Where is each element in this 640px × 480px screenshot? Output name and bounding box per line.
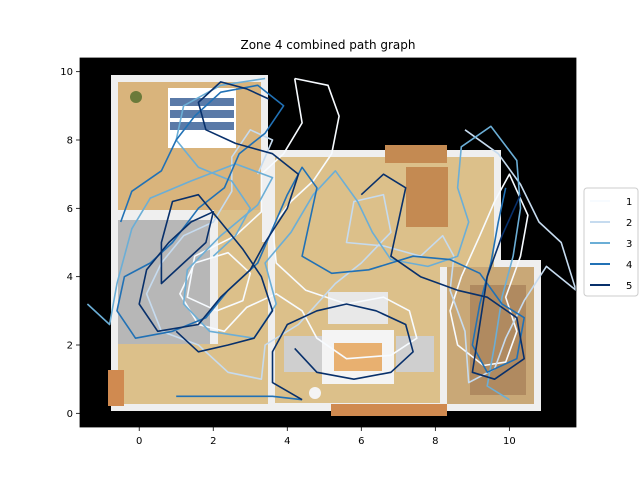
legend-box (583, 187, 639, 297)
y-tick-label: 10 (60, 67, 73, 78)
plot-frame (79, 57, 577, 428)
series-line-4-5 (116, 84, 526, 374)
x-tick-label: 0 (136, 436, 142, 447)
plot-area (80, 58, 577, 427)
x-tick-label: 8 (432, 436, 438, 447)
legend-label-4: 4 (626, 260, 632, 271)
series-line-5-9 (360, 173, 526, 381)
legend-label-5: 5 (626, 281, 632, 292)
legend-label-3: 3 (626, 239, 632, 250)
series-line-3-4 (175, 77, 266, 257)
chart-title: Zone 4 combined path graph (240, 38, 415, 52)
x-tick-label: 2 (210, 436, 216, 447)
x-tick-label: 6 (358, 436, 364, 447)
x-tick-label: 10 (503, 436, 516, 447)
series-line-4-6 (176, 395, 303, 401)
y-tick-label: 4 (67, 272, 73, 283)
x-axis: 0 2 4 6 8 10 (136, 427, 516, 447)
y-tick-label: 6 (67, 204, 73, 215)
legend: 1 2 3 4 5 (583, 187, 639, 297)
series-line-3-3 (86, 125, 522, 401)
series-line-5-7 (138, 81, 300, 353)
series-line-2-2 (145, 129, 577, 384)
y-tick-label: 8 (67, 136, 73, 147)
y-axis: 0 2 4 6 8 10 (60, 67, 80, 420)
y-tick-label: 0 (67, 409, 73, 420)
series-line-1-1 (449, 173, 529, 367)
legend-label-2: 2 (626, 218, 632, 229)
y-tick-label: 2 (67, 341, 73, 352)
legend-label-1: 1 (626, 197, 632, 208)
series-line-5-8 (271, 303, 414, 401)
path-lines (86, 77, 577, 401)
x-tick-label: 4 (284, 436, 290, 447)
